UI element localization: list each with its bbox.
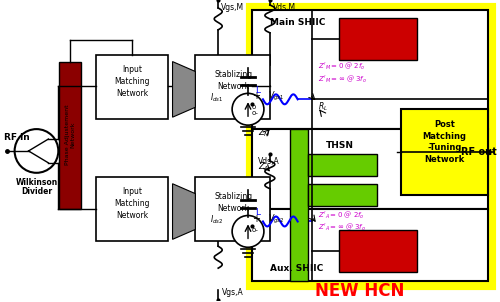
Bar <box>340 230 417 272</box>
Bar <box>96 177 168 241</box>
Text: RF in: RF in <box>4 133 30 142</box>
Bar <box>399 107 490 197</box>
Text: o-: o- <box>252 110 259 116</box>
Text: Vgs,M: Vgs,M <box>221 3 244 12</box>
Circle shape <box>232 93 264 125</box>
Text: $V_{gs1}$: $V_{gs1}$ <box>268 90 284 103</box>
Bar <box>252 209 488 281</box>
Text: $R_L$: $R_L$ <box>318 100 328 113</box>
Text: Network: Network <box>116 211 148 220</box>
Bar <box>401 109 488 195</box>
Text: Phase Adjustement
Network: Phase Adjustement Network <box>65 105 76 165</box>
Bar <box>308 184 377 206</box>
Text: Stablizing: Stablizing <box>214 192 252 201</box>
Polygon shape <box>172 62 196 117</box>
Circle shape <box>232 216 264 247</box>
Text: Vds,M: Vds,M <box>273 3 296 12</box>
Bar <box>252 129 488 209</box>
Bar <box>340 18 417 59</box>
Text: $I_{ds1}$: $I_{ds1}$ <box>210 91 223 104</box>
Text: Post: Post <box>434 120 455 129</box>
Text: Network: Network <box>217 82 249 91</box>
Text: o: o <box>252 104 256 110</box>
Text: THSN: THSN <box>326 141 353 150</box>
Text: Matching: Matching <box>422 132 467 140</box>
Circle shape <box>14 129 59 173</box>
Text: $Z'_A=0$ @ $2f_o$: $Z'_A=0$ @ $2f_o$ <box>318 210 364 221</box>
Text: $Z_M$: $Z_M$ <box>258 127 271 139</box>
Text: Network: Network <box>424 156 465 164</box>
Text: L: L <box>256 208 260 217</box>
Text: Matching: Matching <box>114 77 150 86</box>
Text: o-: o- <box>252 227 259 233</box>
Text: Vgs,A: Vgs,A <box>222 288 244 297</box>
Bar <box>248 5 494 288</box>
Text: Input: Input <box>122 187 142 196</box>
Text: Divider: Divider <box>21 187 52 196</box>
Text: Network: Network <box>217 204 249 213</box>
Bar <box>196 177 270 241</box>
Text: $Z'_M=0$ @ $2f_o$: $Z'_M=0$ @ $2f_o$ <box>318 61 365 72</box>
Polygon shape <box>172 184 196 239</box>
Bar <box>96 55 168 119</box>
Text: -Tuning: -Tuning <box>428 143 462 153</box>
Text: $Z'_M=\infty$ @ $3f_o$: $Z'_M=\infty$ @ $3f_o$ <box>318 74 366 85</box>
Text: +: + <box>252 214 260 224</box>
Text: $V_{gs2}$: $V_{gs2}$ <box>268 213 284 226</box>
Text: $Z_A$: $Z_A$ <box>258 161 270 173</box>
Text: Main SHIIC: Main SHIIC <box>270 18 325 27</box>
Text: Aux. SHIIC: Aux. SHIIC <box>270 264 323 273</box>
Text: RF out: RF out <box>460 147 496 157</box>
Text: $I_{ds2}$: $I_{ds2}$ <box>210 213 223 226</box>
Text: +: + <box>252 91 260 101</box>
Text: L: L <box>256 86 260 95</box>
Text: Input: Input <box>122 65 142 74</box>
Bar <box>290 129 308 281</box>
Text: NEW HCN: NEW HCN <box>314 282 404 300</box>
Text: Vds,A: Vds,A <box>258 157 280 166</box>
Text: Wilkinson: Wilkinson <box>16 178 58 187</box>
Text: $Z'_A=\infty$ @ $3f_o$: $Z'_A=\infty$ @ $3f_o$ <box>318 222 366 233</box>
Bar <box>60 62 81 209</box>
Bar <box>196 55 270 119</box>
Text: Matching: Matching <box>114 199 150 208</box>
Bar <box>308 154 377 176</box>
Bar <box>252 10 488 129</box>
Text: Network: Network <box>116 89 148 98</box>
Text: Stablizing: Stablizing <box>214 70 252 79</box>
